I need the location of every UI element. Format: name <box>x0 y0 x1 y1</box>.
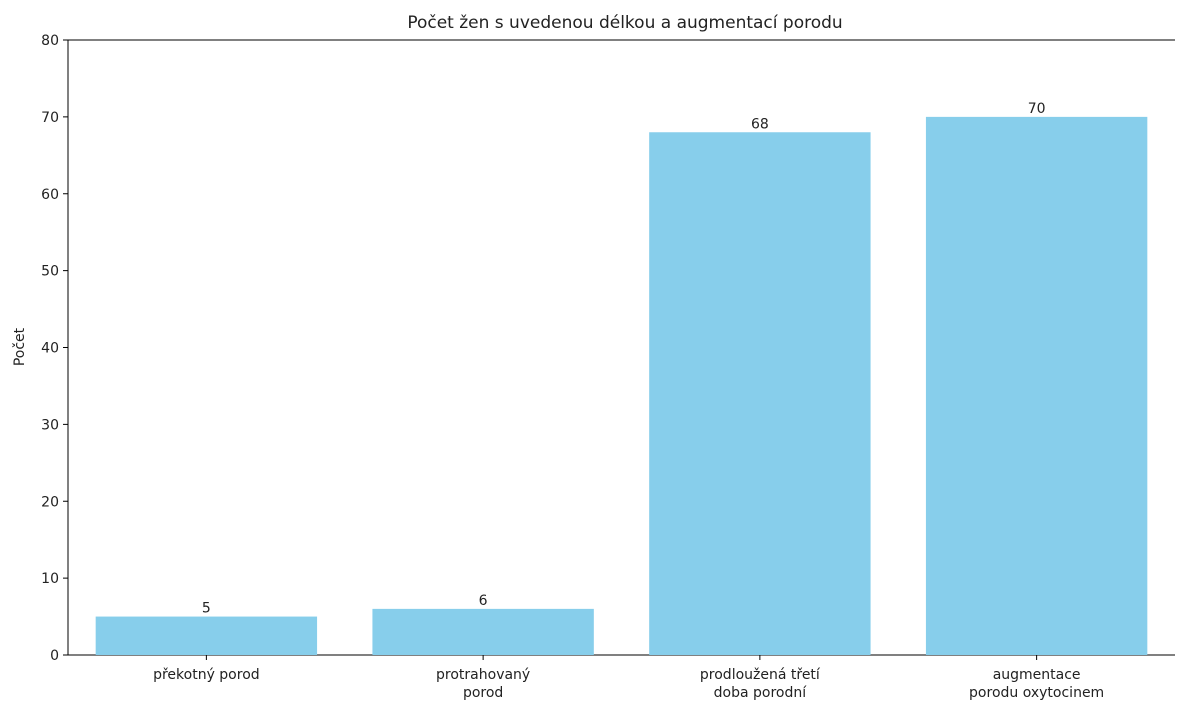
x-tick-label: augmentace porodu oxytocinem <box>969 667 1104 701</box>
y-tick-label: 70 <box>41 110 59 126</box>
x-tick-label: překotný porod <box>153 667 260 683</box>
x-tick-label: prodloužená třetí doba porodní <box>700 667 821 701</box>
y-tick-label: 60 <box>41 187 59 203</box>
chart-title: Počet žen s uvedenou délkou a augmentací… <box>407 13 842 33</box>
y-tick-label: 50 <box>41 264 59 280</box>
bar <box>925 116 1148 655</box>
bar-value-label: 68 <box>751 116 769 132</box>
y-tick-label: 40 <box>41 341 59 357</box>
plot-area: 0 10 20 30 40 50 60 70 80 5 překotný porod 6 protrah… <box>41 33 1175 701</box>
bar <box>649 132 871 655</box>
y-tick-label: 80 <box>41 33 59 49</box>
y-tick-label: 10 <box>41 571 59 587</box>
bar-value-label: 6 <box>479 593 488 609</box>
y-tick-label: 0 <box>50 648 59 664</box>
x-tick-label: protrahovaný porod <box>436 667 530 701</box>
bar-value-label: 70 <box>1028 101 1046 117</box>
y-tick-label: 30 <box>41 417 59 433</box>
bar-value-label: 5 <box>202 601 211 617</box>
bar <box>372 608 594 655</box>
y-axis-label: Počet <box>12 327 28 366</box>
y-tick-label: 20 <box>41 494 59 510</box>
bar <box>95 616 318 655</box>
